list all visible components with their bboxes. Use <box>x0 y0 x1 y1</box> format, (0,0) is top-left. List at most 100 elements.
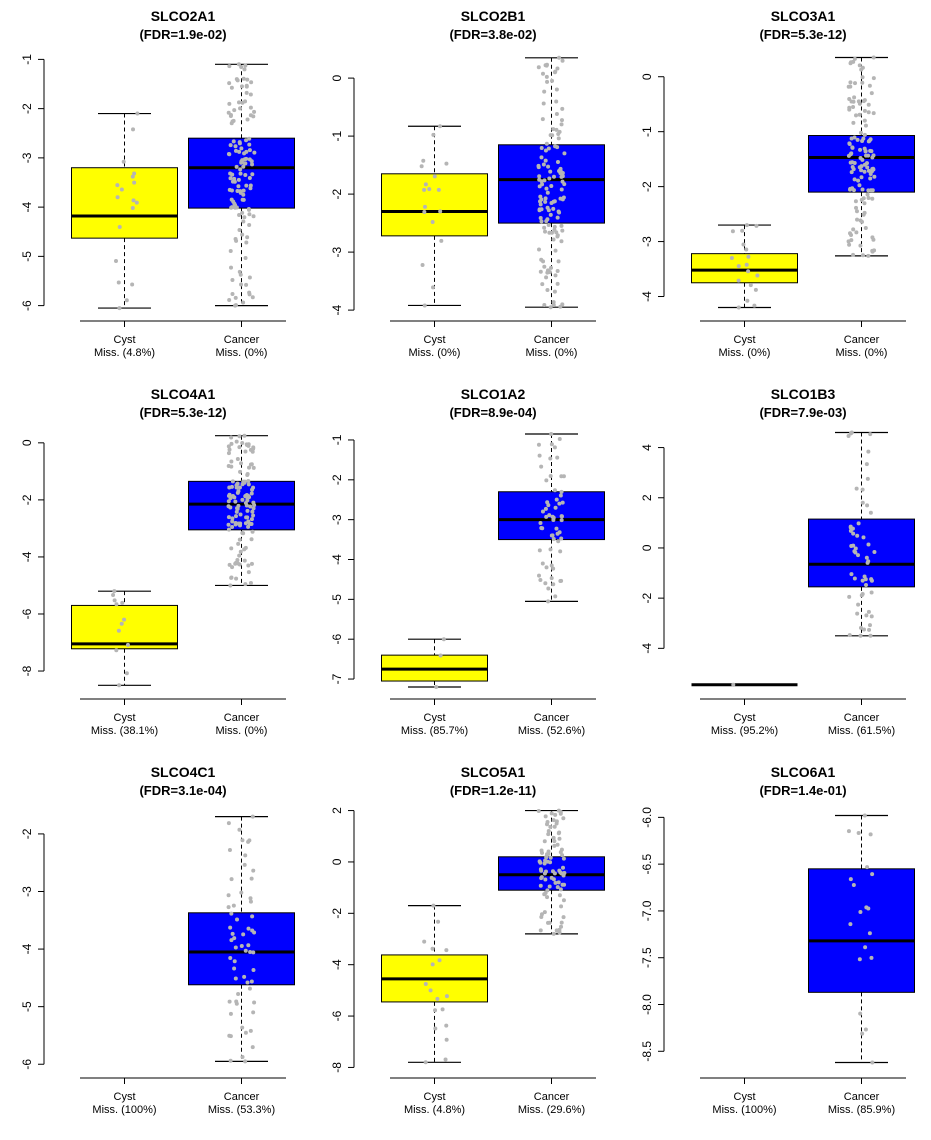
data-point <box>239 160 244 165</box>
x-label-cyst: Cyst <box>114 712 136 724</box>
y-tick-label: -6 <box>20 608 34 619</box>
data-point <box>554 928 559 933</box>
data-point <box>553 880 558 885</box>
data-point <box>247 157 252 162</box>
data-point <box>539 145 544 150</box>
data-point <box>556 259 561 264</box>
data-point <box>114 602 119 607</box>
data-point <box>864 613 869 618</box>
data-point <box>538 883 543 888</box>
data-point <box>233 144 238 149</box>
data-point <box>850 165 855 170</box>
data-point <box>538 520 543 525</box>
data-point <box>546 829 551 834</box>
data-point <box>869 91 874 96</box>
data-point <box>120 600 125 605</box>
data-point <box>744 223 749 228</box>
data-point <box>250 529 255 534</box>
data-point <box>250 914 255 919</box>
data-point <box>855 217 860 222</box>
data-point <box>538 269 543 274</box>
data-point <box>249 876 254 881</box>
iqr-box <box>498 144 605 224</box>
data-point <box>229 911 234 916</box>
data-point <box>251 868 256 873</box>
chart-title: SLCO5A1 <box>461 764 526 780</box>
panel-slco5a1: SLCO5A1 (FDR=1.2e-11) 2 0 -2 -4 -6 -8 Cyst Miss. … <box>310 756 620 1135</box>
data-point <box>545 895 550 900</box>
data-point <box>851 252 856 257</box>
data-point <box>432 174 437 179</box>
data-point <box>238 512 243 517</box>
data-point <box>227 1033 232 1038</box>
data-point <box>543 581 548 586</box>
data-point <box>851 59 856 64</box>
data-point <box>229 459 234 464</box>
data-point <box>246 943 251 948</box>
data-point <box>242 161 247 166</box>
y-tick-label: -6.0 <box>640 807 654 828</box>
data-point <box>847 105 852 110</box>
chart-title: SLCO1A2 <box>461 386 526 402</box>
data-point <box>242 433 247 438</box>
data-point <box>537 573 542 578</box>
data-point <box>557 893 562 898</box>
data-point <box>234 999 239 1004</box>
data-point <box>228 1058 233 1063</box>
data-point <box>232 201 237 206</box>
data-point <box>536 65 541 70</box>
x-label-cyst: Cyst <box>734 1091 756 1103</box>
data-point <box>858 130 863 135</box>
data-point <box>559 536 564 541</box>
data-point <box>547 513 552 518</box>
data-point <box>132 180 137 185</box>
data-point <box>854 205 859 210</box>
data-point <box>545 288 550 293</box>
data-point <box>244 84 249 89</box>
chart-fdr-subtitle: (FDR=7.9e-03) <box>759 405 846 420</box>
data-point <box>237 445 242 450</box>
data-point <box>239 282 244 287</box>
data-point <box>227 848 232 853</box>
data-point <box>536 809 541 814</box>
data-point <box>867 623 872 628</box>
data-point <box>871 166 876 171</box>
data-point <box>539 207 544 212</box>
data-point <box>560 197 565 202</box>
y-tick-label: 0 <box>330 74 344 81</box>
data-point <box>247 223 252 228</box>
data-point <box>543 148 548 153</box>
data-point <box>226 464 231 469</box>
data-point <box>556 831 561 836</box>
data-point <box>555 268 560 273</box>
data-point <box>865 165 870 170</box>
data-point <box>860 578 865 583</box>
data-point <box>248 92 253 97</box>
data-point <box>553 273 558 278</box>
y-tick-label: 0 <box>640 73 654 80</box>
data-point <box>548 855 553 860</box>
data-point <box>549 576 554 581</box>
missing-label-cancer: Miss. (0%) <box>216 725 268 737</box>
data-point <box>558 549 563 554</box>
panel-slco2a1: SLCO2A1 (FDR=1.9e-02) -1 -2 -3 -4 -5 -6 Cyst Miss… <box>0 0 310 378</box>
data-point <box>235 481 240 486</box>
data-point <box>544 74 549 79</box>
data-point <box>559 518 564 523</box>
y-tick-label: -1 <box>640 126 654 137</box>
data-point <box>251 485 256 490</box>
data-point <box>232 959 237 964</box>
data-point <box>855 137 860 142</box>
data-point <box>562 151 567 156</box>
data-point <box>729 256 734 261</box>
data-point <box>229 435 234 440</box>
data-point <box>542 89 547 94</box>
data-point <box>422 204 427 209</box>
data-point <box>551 877 556 882</box>
data-point <box>441 637 446 642</box>
data-point <box>234 439 239 444</box>
data-point <box>862 98 867 103</box>
data-point <box>240 838 245 843</box>
data-point <box>860 591 865 596</box>
